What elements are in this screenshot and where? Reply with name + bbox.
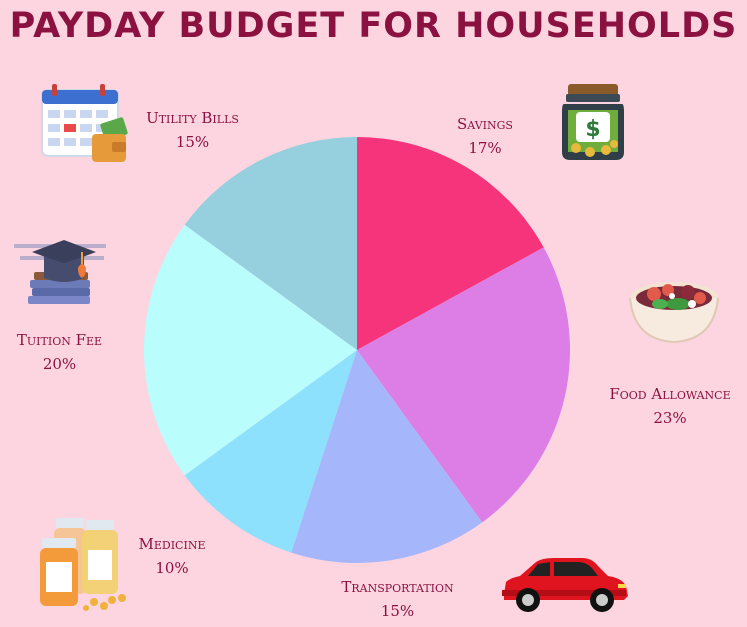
pie-slice-savings xyxy=(357,137,544,350)
label-savings: Savings 17% xyxy=(430,112,540,160)
graduation-cap-books-icon xyxy=(14,240,106,304)
label-tuition-fee-value: 20% xyxy=(42,355,77,373)
label-food-allowance-name: Food Allowance xyxy=(609,385,731,403)
money-jar-icon: $ xyxy=(562,84,624,160)
label-tuition-fee-name: Tuition Fee xyxy=(16,331,103,349)
label-utility-bills-name: Utility Bills xyxy=(146,109,239,127)
pie-slice-food-allowance xyxy=(357,247,571,523)
pill-bottles-icon xyxy=(40,518,126,611)
label-medicine-name: Medicine xyxy=(138,535,206,553)
label-utility-bills-value: 15% xyxy=(175,133,210,151)
label-medicine: Medicine 10% xyxy=(122,532,222,580)
label-transportation-name: Transportation xyxy=(341,578,454,596)
label-food-allowance-value: 23% xyxy=(653,409,687,427)
red-car-icon xyxy=(502,558,628,612)
label-utility-bills: Utility Bills 15% xyxy=(130,106,255,154)
label-tuition-fee: Tuition Fee 20% xyxy=(2,328,117,376)
label-savings-name: Savings xyxy=(457,115,513,133)
pie-slice-transportation xyxy=(291,350,483,563)
pie-slice-tuition-fee xyxy=(144,224,357,476)
pie-slice-medicine xyxy=(184,350,357,553)
label-food-allowance: Food Allowance 23% xyxy=(590,382,747,430)
label-savings-value: 17% xyxy=(468,139,502,157)
label-transportation: Transportation 15% xyxy=(315,575,480,623)
label-transportation-value: 15% xyxy=(380,602,415,620)
chart-title: PAYDAY BUDGET FOR HOUSEHOLDS xyxy=(9,6,738,46)
pie-slice-utility-bills xyxy=(184,137,357,350)
salad-bowl-icon xyxy=(629,282,719,344)
calendar-wallet-icon xyxy=(41,84,128,162)
label-medicine-value: 10% xyxy=(155,559,189,577)
svg-text:$: $ xyxy=(585,117,600,142)
